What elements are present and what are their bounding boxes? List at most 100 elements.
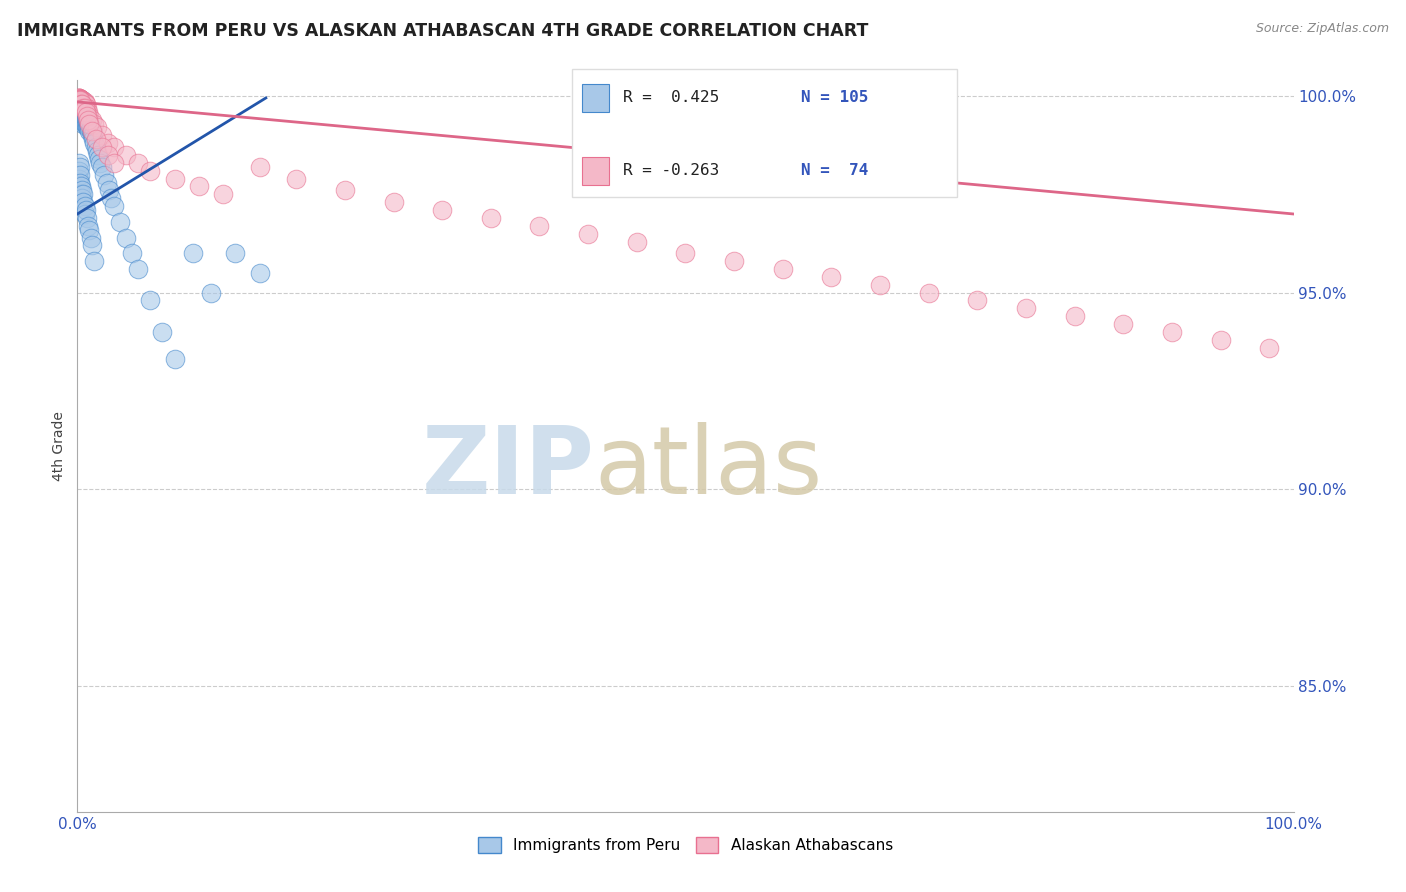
Point <box>84 140 107 154</box>
Point <box>772 262 794 277</box>
Point <box>75 109 97 123</box>
Point <box>1209 333 1232 347</box>
Point <box>69 96 91 111</box>
Point <box>70 109 93 123</box>
Point <box>67 93 90 107</box>
FancyBboxPatch shape <box>582 84 609 112</box>
Point <box>115 148 138 162</box>
FancyBboxPatch shape <box>582 157 609 185</box>
Point <box>70 93 93 107</box>
Point <box>75 104 97 119</box>
Point <box>70 104 93 119</box>
Point <box>70 183 93 197</box>
Point <box>72 94 94 108</box>
Point <box>918 285 941 300</box>
Y-axis label: 4th Grade: 4th Grade <box>52 411 66 481</box>
Point <box>79 116 101 130</box>
Point <box>69 101 91 115</box>
Point <box>86 120 108 135</box>
Point <box>212 187 235 202</box>
Point <box>249 160 271 174</box>
Point <box>103 199 125 213</box>
Point <box>1161 325 1184 339</box>
Point <box>285 171 308 186</box>
Point <box>108 215 131 229</box>
Point <box>127 262 149 277</box>
Point <box>67 93 90 107</box>
Point <box>70 101 93 115</box>
Point <box>67 91 90 105</box>
Point <box>73 109 96 123</box>
Point <box>73 101 96 115</box>
Point <box>72 187 94 202</box>
Point <box>67 93 90 107</box>
Point <box>67 93 90 107</box>
Point <box>121 246 143 260</box>
Point <box>80 124 103 138</box>
Point <box>67 93 90 107</box>
Point <box>70 93 93 107</box>
Point <box>76 109 98 123</box>
Point <box>72 101 94 115</box>
Point <box>69 92 91 106</box>
Text: R = -0.263: R = -0.263 <box>623 162 720 178</box>
Point <box>723 254 745 268</box>
Point <box>72 95 94 109</box>
Point <box>70 96 93 111</box>
Point <box>70 93 93 107</box>
Text: atlas: atlas <box>595 422 823 514</box>
Point <box>73 199 96 213</box>
Point <box>77 112 100 127</box>
Point <box>69 101 91 115</box>
Point <box>69 176 91 190</box>
Point <box>67 91 90 105</box>
Point <box>139 163 162 178</box>
Point <box>70 94 93 108</box>
Point <box>479 211 502 225</box>
Point <box>89 156 111 170</box>
Text: ZIP: ZIP <box>422 422 595 514</box>
Legend: Immigrants from Peru, Alaskan Athabascans: Immigrants from Peru, Alaskan Athabascan… <box>472 830 898 859</box>
Point <box>67 93 90 107</box>
Point <box>70 179 93 194</box>
Point <box>966 293 988 308</box>
Point <box>67 163 90 178</box>
Point <box>820 269 842 284</box>
Point <box>67 93 90 107</box>
Point <box>73 95 96 109</box>
Point <box>70 187 93 202</box>
Point <box>576 227 599 241</box>
Point <box>529 219 551 233</box>
Point <box>69 92 91 106</box>
Point <box>72 116 94 130</box>
Point <box>70 93 93 107</box>
Point <box>75 202 97 217</box>
Point <box>79 120 101 135</box>
FancyBboxPatch shape <box>572 70 956 197</box>
Point <box>69 93 91 107</box>
Point <box>70 93 93 107</box>
Point <box>72 109 94 123</box>
Point <box>97 183 120 197</box>
Point <box>67 93 90 107</box>
Point <box>75 104 97 119</box>
Point <box>70 96 93 111</box>
Point <box>67 93 90 107</box>
Point <box>626 235 648 249</box>
Point <box>73 112 96 127</box>
Point <box>75 112 97 127</box>
Point <box>67 156 90 170</box>
Point <box>70 104 93 119</box>
Point <box>70 93 93 107</box>
Point <box>67 93 90 107</box>
Point <box>83 116 105 130</box>
Point <box>67 91 90 105</box>
Point <box>80 124 103 138</box>
Point <box>103 156 125 170</box>
Point <box>430 202 453 217</box>
Point <box>127 156 149 170</box>
Point <box>1258 341 1281 355</box>
Point <box>69 92 91 106</box>
Point <box>69 160 91 174</box>
Point <box>382 195 405 210</box>
